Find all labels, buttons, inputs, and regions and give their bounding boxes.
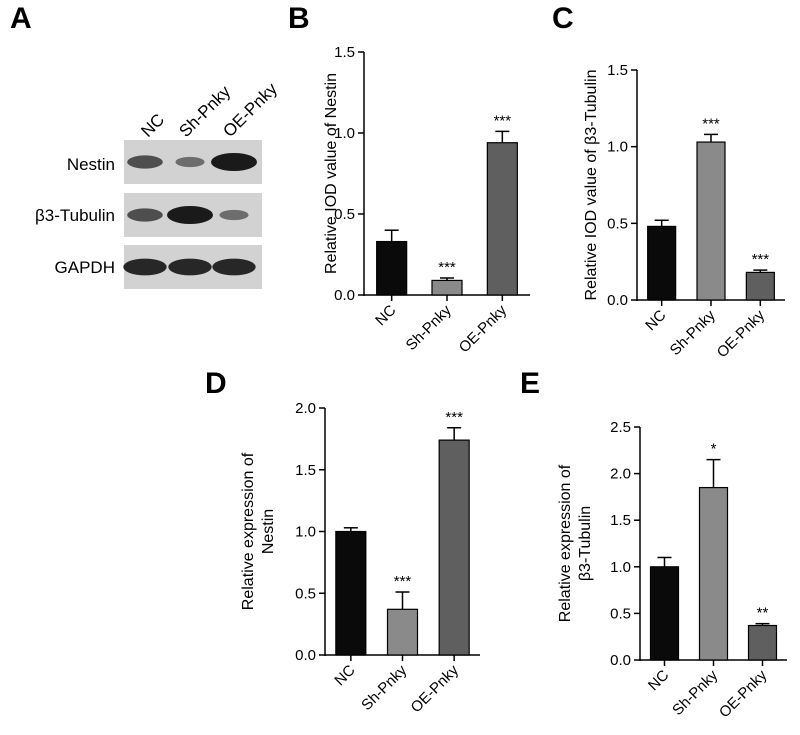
western-blot: NC Sh-Pnky OE-Pnky Nestin β3-Tubulin GAP… [35, 79, 281, 289]
bar-oe-pnky [747, 624, 778, 661]
significance-mark-sh-pnky: *** [438, 259, 456, 276]
x-tick-label-oe-pnky: OE-Pnky [408, 661, 463, 716]
panel-letter-c: C [552, 2, 574, 35]
bar-nc [647, 225, 677, 301]
chart-b3-tubulin-iod: 0.0 0.5 1.0 1.5 Relative IOD value of β3-Tub… [583, 62, 785, 361]
panel-letter-a: A [10, 2, 32, 35]
significance-mark-sh-pnky: *** [394, 573, 412, 590]
blot-band-sh-pnky [175, 156, 205, 168]
x-tick-label-oe-pnky: OE-Pnky [716, 666, 771, 721]
blot-band-nc [127, 155, 163, 169]
significance-mark-oe-pnky: ** [757, 605, 769, 622]
y-tick-label: 0.5 [295, 585, 316, 602]
blot-row-label-nestin: Nestin [67, 155, 115, 174]
significance-mark-oe-pnky: *** [445, 409, 463, 426]
panel-letter-d: D [205, 367, 227, 400]
y-axis-label: Relative IOD value of β3-Tubulin [583, 70, 600, 301]
bar-oe-pnky [438, 439, 470, 656]
chart-b3-tubulin-expression: 0.0 0.5 1.0 1.5 2.0 2.5 Relative expression of… [557, 419, 787, 721]
bar-sh-pnky [386, 608, 419, 656]
y-tick-label: 2.5 [610, 419, 631, 436]
bar-nc [649, 566, 680, 661]
significance-mark-oe-pnky: *** [752, 251, 770, 268]
significance-mark-sh-pnky: *** [702, 115, 720, 132]
y-tick-label: 0.0 [295, 647, 316, 664]
y-tick-label: 0.0 [607, 292, 628, 309]
y-tick-label: 0.5 [607, 215, 628, 232]
y-axis-label: Nestin [260, 509, 277, 554]
y-tick-label: 1.5 [334, 44, 355, 61]
x-tick-label-nc: NC [331, 662, 358, 689]
blot-band-sh-pnky [167, 206, 213, 224]
y-tick-label: 0.5 [610, 605, 631, 622]
x-tick-label-oe-pnky: OE-Pnky [714, 306, 769, 361]
x-tick-label-nc: NC [642, 307, 669, 334]
blot-band-oe-pnky [219, 209, 249, 221]
blot-band-oe-pnky [211, 153, 257, 171]
y-tick-label: 0.0 [334, 287, 355, 304]
y-tick-label: 1.5 [607, 62, 628, 79]
significance-mark-sh-pnky: * [711, 441, 717, 458]
x-tick-label-nc: NC [645, 667, 672, 694]
bar-sh-pnky [696, 141, 726, 301]
bar-nc [376, 240, 408, 296]
y-tick-label: 2.0 [295, 400, 316, 417]
x-tick-label-sh-pnky: Sh-Pnky [669, 666, 721, 718]
y-axis-label: Relative expression of [557, 464, 574, 622]
chart-nestin-iod: 0.0 0.5 1.0 1.5 Relative IOD value of Nestin… [323, 44, 530, 356]
significance-mark-oe-pnky: *** [494, 112, 512, 129]
y-tick-label: 2.0 [610, 466, 631, 483]
y-axis-label: β3-Tubulin [577, 506, 594, 581]
y-tick-label: 0.0 [610, 652, 631, 669]
blot-row-label-gapdh: GAPDH [55, 258, 115, 277]
panel-letter-b: B [288, 2, 310, 35]
y-tick-label: 1.5 [610, 512, 631, 529]
blot-band-oe-pnky [212, 258, 256, 276]
y-tick-label: 1.5 [295, 462, 316, 479]
y-axis-label: Relative IOD value of Nestin [323, 73, 340, 274]
x-tick-label-nc: NC [372, 302, 399, 329]
blot-band-nc [127, 208, 163, 222]
panel-letter-e: E [520, 367, 540, 400]
y-tick-label: 1.0 [334, 125, 355, 142]
bar-nc [335, 530, 367, 656]
blot-row-label-b3-tubulin: β3-Tubulin [35, 206, 115, 225]
bar-oe-pnky [486, 142, 518, 296]
bar-sh-pnky [431, 279, 463, 296]
lane-label-nc: NC [137, 110, 168, 141]
chart-nestin-expression: 0.0 0.5 1.0 1.5 2.0 Relative expression of Nes… [240, 400, 480, 716]
y-tick-label: 1.0 [295, 524, 316, 541]
x-tick-label-oe-pnky: OE-Pnky [456, 301, 511, 356]
blot-band-sh-pnky [168, 258, 212, 276]
x-tick-label-sh-pnky: Sh-Pnky [358, 661, 410, 713]
x-tick-label-sh-pnky: Sh-Pnky [667, 306, 719, 358]
x-tick-label-sh-pnky: Sh-Pnky [403, 301, 455, 353]
y-tick-label: 0.5 [334, 206, 355, 223]
bar-sh-pnky [698, 486, 729, 661]
y-axis-label: Relative expression of [240, 452, 257, 610]
bar-oe-pnky [745, 271, 775, 301]
lane-label-oe-pnky: OE-Pnky [219, 79, 281, 141]
y-tick-label: 1.0 [607, 139, 628, 156]
y-tick-label: 1.0 [610, 559, 631, 576]
blot-band-nc [123, 258, 167, 276]
